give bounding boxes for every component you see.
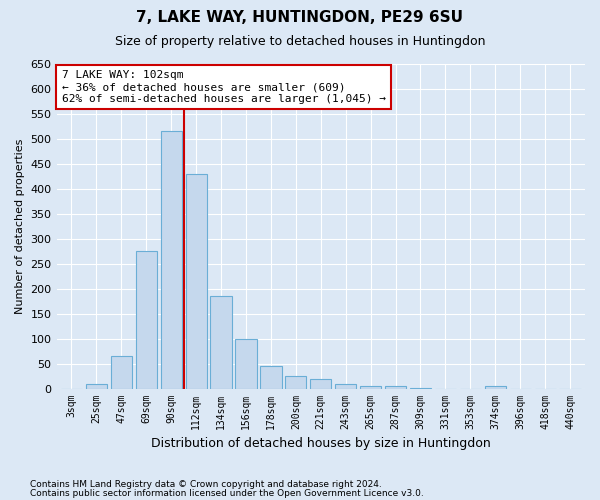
Bar (111, 356, 132, 388)
Bar (310, 378, 331, 388)
Bar (211, 296, 232, 388)
X-axis label: Distribution of detached houses by size in Huntingdon: Distribution of detached houses by size … (151, 437, 491, 450)
Bar (385, 386, 406, 388)
Bar (335, 384, 356, 388)
Bar (185, 174, 207, 388)
Bar (235, 338, 257, 388)
Y-axis label: Number of detached properties: Number of detached properties (15, 138, 25, 314)
Bar (260, 366, 281, 388)
Bar (86, 384, 107, 388)
Text: Contains public sector information licensed under the Open Government Licence v3: Contains public sector information licen… (30, 488, 424, 498)
Bar (285, 376, 307, 388)
Text: 7 LAKE WAY: 102sqm
← 36% of detached houses are smaller (609)
62% of semi-detach: 7 LAKE WAY: 102sqm ← 36% of detached hou… (62, 70, 386, 104)
Text: 7, LAKE WAY, HUNTINGDON, PE29 6SU: 7, LAKE WAY, HUNTINGDON, PE29 6SU (137, 10, 464, 25)
Text: Size of property relative to detached houses in Huntingdon: Size of property relative to detached ho… (115, 35, 485, 48)
Bar (360, 386, 381, 388)
Bar (136, 251, 157, 388)
Bar (161, 132, 182, 388)
Bar (485, 386, 506, 388)
Text: Contains HM Land Registry data © Crown copyright and database right 2024.: Contains HM Land Registry data © Crown c… (30, 480, 382, 489)
